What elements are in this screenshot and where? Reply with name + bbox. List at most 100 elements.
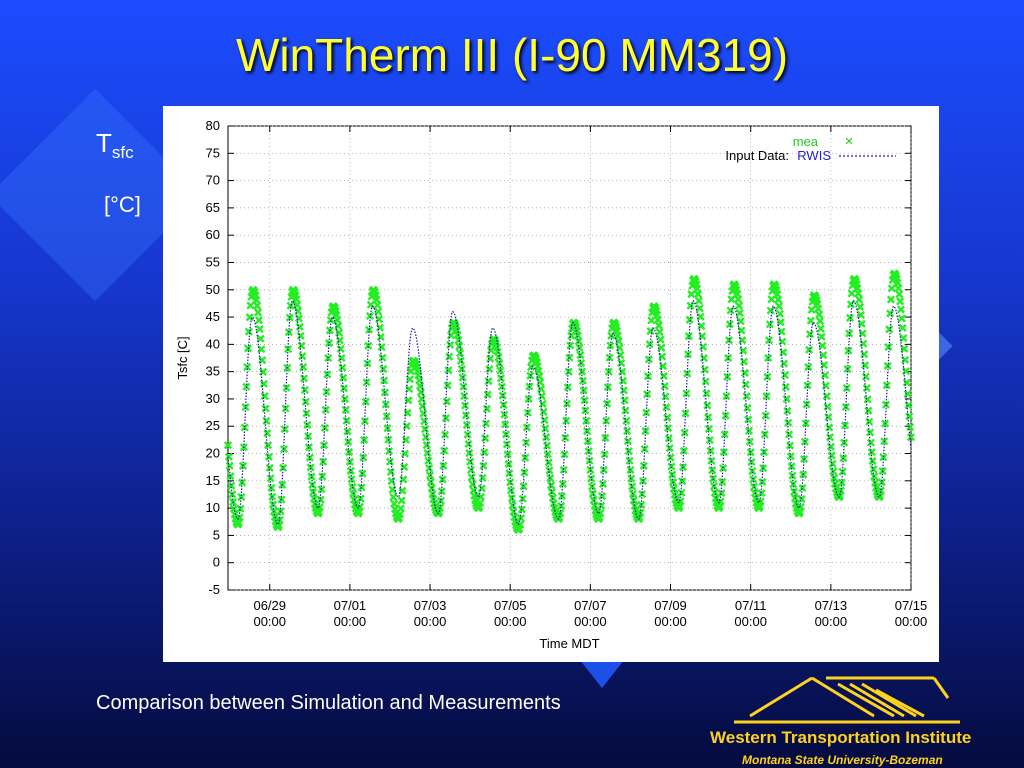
mea-point — [721, 411, 730, 420]
mea-point — [442, 397, 451, 406]
y-tick-label: 55 — [206, 254, 220, 269]
mea-point — [497, 382, 506, 391]
mea-point — [802, 400, 811, 409]
mea-point — [245, 313, 254, 322]
mea-point — [436, 496, 445, 505]
mea-point — [724, 353, 733, 362]
mea-point — [516, 520, 525, 529]
mea-point — [375, 323, 385, 332]
mea-point — [538, 399, 547, 408]
mea-point — [240, 423, 249, 432]
mea-point — [756, 497, 765, 506]
mea-point — [386, 467, 395, 476]
mea-point — [598, 491, 607, 501]
mea-point — [775, 309, 784, 318]
mea-point — [666, 453, 675, 462]
mea-point — [775, 302, 784, 311]
x-tick-label: 00:00 — [815, 614, 848, 629]
mea-point — [476, 492, 486, 501]
mea-point — [683, 369, 692, 378]
mea-point — [790, 487, 799, 496]
mea-point — [854, 289, 863, 298]
mea-point — [623, 426, 632, 436]
mea-point — [498, 391, 507, 400]
mea-point — [521, 453, 530, 462]
legend-label-mea: mea — [793, 134, 819, 149]
mea-point — [500, 410, 509, 419]
mea-point — [677, 488, 686, 497]
mea-point — [302, 409, 311, 418]
mea-point — [882, 381, 891, 390]
mea-point — [379, 364, 388, 374]
mea-point — [695, 304, 704, 313]
mea-point — [663, 424, 673, 433]
mea-point — [706, 446, 715, 455]
x-tick-label: 00:00 — [334, 614, 367, 629]
mea-point — [906, 433, 916, 442]
mea-point — [679, 446, 688, 455]
mea-point — [885, 325, 894, 334]
mea-point — [362, 378, 371, 387]
mea-point — [506, 478, 515, 487]
x-tick-label: 07/13 — [815, 598, 848, 613]
x-tick-label: 07/09 — [654, 598, 687, 613]
y-tick-label: -5 — [208, 582, 220, 597]
mea-point — [846, 300, 855, 309]
mea-point — [363, 359, 372, 368]
mea-point — [338, 363, 347, 372]
mea-point — [655, 328, 664, 337]
mea-point — [663, 413, 672, 422]
mea-point — [816, 324, 825, 333]
x-tick-label: 07/11 — [735, 598, 767, 613]
mea-point — [805, 345, 814, 354]
mea-point — [378, 353, 387, 362]
mea-point — [656, 335, 665, 344]
mea-point — [261, 404, 270, 413]
mea-point — [280, 425, 289, 434]
mea-point — [709, 474, 718, 483]
mea-point — [621, 406, 630, 415]
mea-point — [867, 448, 876, 457]
mea-point — [824, 413, 833, 422]
y-tick-label: 45 — [206, 309, 220, 324]
mea-point — [817, 332, 826, 341]
mea-point — [269, 500, 278, 509]
mea-point — [618, 367, 627, 376]
mea-point — [385, 457, 395, 466]
mea-point — [582, 426, 592, 436]
mea-point — [494, 353, 503, 362]
mea-point — [425, 464, 434, 473]
mea-point — [438, 475, 447, 484]
mea-point — [629, 496, 638, 505]
mea-point — [722, 392, 731, 401]
mea-point — [906, 422, 915, 432]
mea-point — [654, 321, 663, 330]
mea-point — [263, 429, 272, 438]
mea-point — [235, 513, 244, 522]
mea-point — [299, 363, 308, 372]
mea-point — [617, 358, 626, 368]
mea-point — [900, 344, 909, 353]
mea-point — [265, 463, 274, 472]
mea-point — [686, 301, 695, 310]
y-unit-label: [°C] — [104, 192, 141, 217]
mea-point — [895, 290, 904, 299]
mea-point — [662, 403, 671, 412]
temperature-chart: -50510152025303540455055606570758006/290… — [175, 118, 927, 651]
mea-point — [845, 313, 855, 322]
x-axis-label: Time MDT — [539, 636, 599, 651]
mea-point — [420, 417, 429, 426]
mea-point — [661, 392, 670, 401]
mea-point — [445, 352, 454, 361]
mea-point — [455, 342, 464, 351]
mea-point — [602, 416, 611, 425]
mea-point — [703, 401, 712, 410]
mea-point — [454, 336, 463, 345]
mea-point — [702, 389, 711, 398]
mea-point — [517, 514, 526, 523]
mea-point — [422, 441, 431, 450]
mea-point — [805, 330, 815, 339]
mea-point — [866, 438, 875, 447]
mea-point — [573, 331, 582, 340]
mea-point — [342, 416, 351, 425]
